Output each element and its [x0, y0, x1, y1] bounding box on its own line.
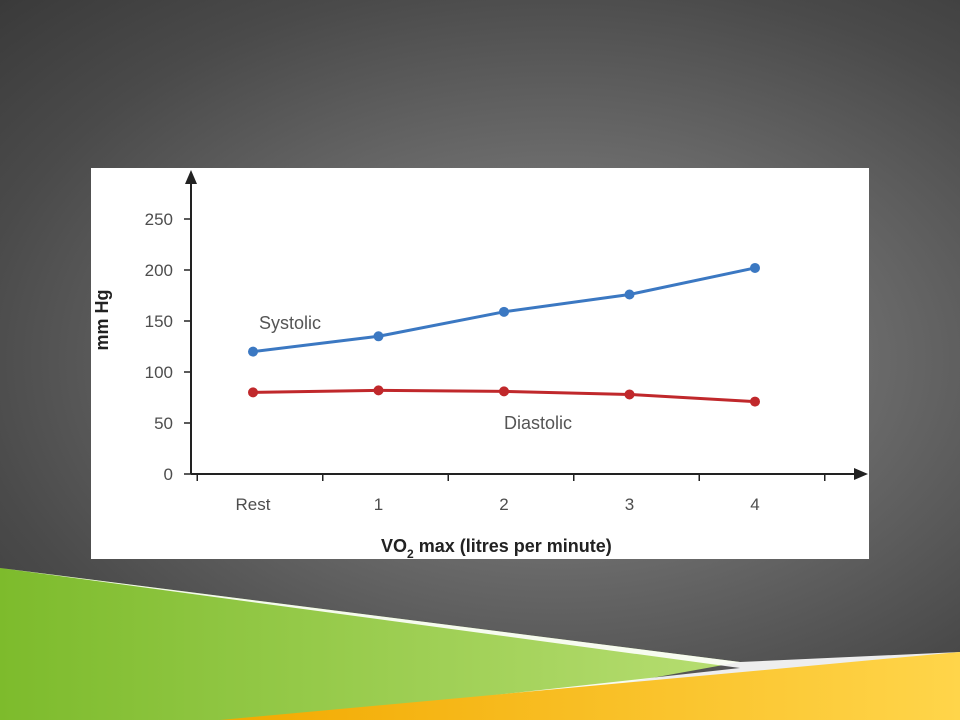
data-point-diastolic — [750, 396, 760, 407]
x-tick-label: 3 — [625, 495, 634, 514]
x-tick-label: 1 — [374, 495, 383, 514]
data-point-diastolic — [624, 389, 635, 400]
yellow-band — [220, 652, 960, 720]
x-axis-title-subscript: 2 — [407, 547, 414, 559]
x-axis-title-rest: max (litres per minute) — [414, 536, 612, 556]
data-point-diastolic — [248, 387, 258, 398]
x-axis-title: VO2 max (litres per minute) — [381, 536, 612, 559]
x-axis-arrow — [854, 468, 868, 480]
y-axis-title: mm Hg — [92, 289, 112, 350]
x-tick-label: 2 — [499, 495, 508, 514]
data-point-systolic — [248, 346, 258, 357]
series-label-diastolic: Diastolic — [504, 413, 572, 433]
chart-panel: 0 50 100 150 200 250 Rest 1 2 3 4 Systolic Diasto… — [91, 168, 869, 559]
data-point-systolic — [373, 331, 384, 342]
y-ticks: 0 50 100 150 200 250 — [145, 210, 191, 484]
y-tick-label: 200 — [145, 261, 173, 280]
y-tick-label: 100 — [145, 363, 173, 382]
data-point-systolic — [750, 262, 760, 273]
line-chart: 0 50 100 150 200 250 Rest 1 2 3 4 Systolic Diasto… — [92, 170, 868, 559]
x-ticks: Rest 1 2 3 4 — [196, 474, 826, 514]
green-band — [0, 568, 740, 720]
y-tick-label: 150 — [145, 312, 173, 331]
x-tick-label: Rest — [236, 495, 271, 514]
x-axis-title-main: VO — [381, 536, 407, 556]
data-point-systolic — [499, 306, 509, 317]
y-tick-label: 50 — [154, 414, 173, 433]
series-label-systolic: Systolic — [259, 313, 321, 333]
data-point-systolic — [624, 289, 635, 300]
axes — [185, 170, 868, 480]
y-tick-label: 0 — [164, 465, 173, 484]
x-tick-label: 4 — [750, 495, 759, 514]
y-tick-label: 250 — [145, 210, 173, 229]
series-layer — [248, 262, 760, 407]
data-point-diastolic — [499, 386, 509, 397]
data-point-diastolic — [373, 385, 384, 396]
y-axis-arrow — [185, 170, 197, 184]
